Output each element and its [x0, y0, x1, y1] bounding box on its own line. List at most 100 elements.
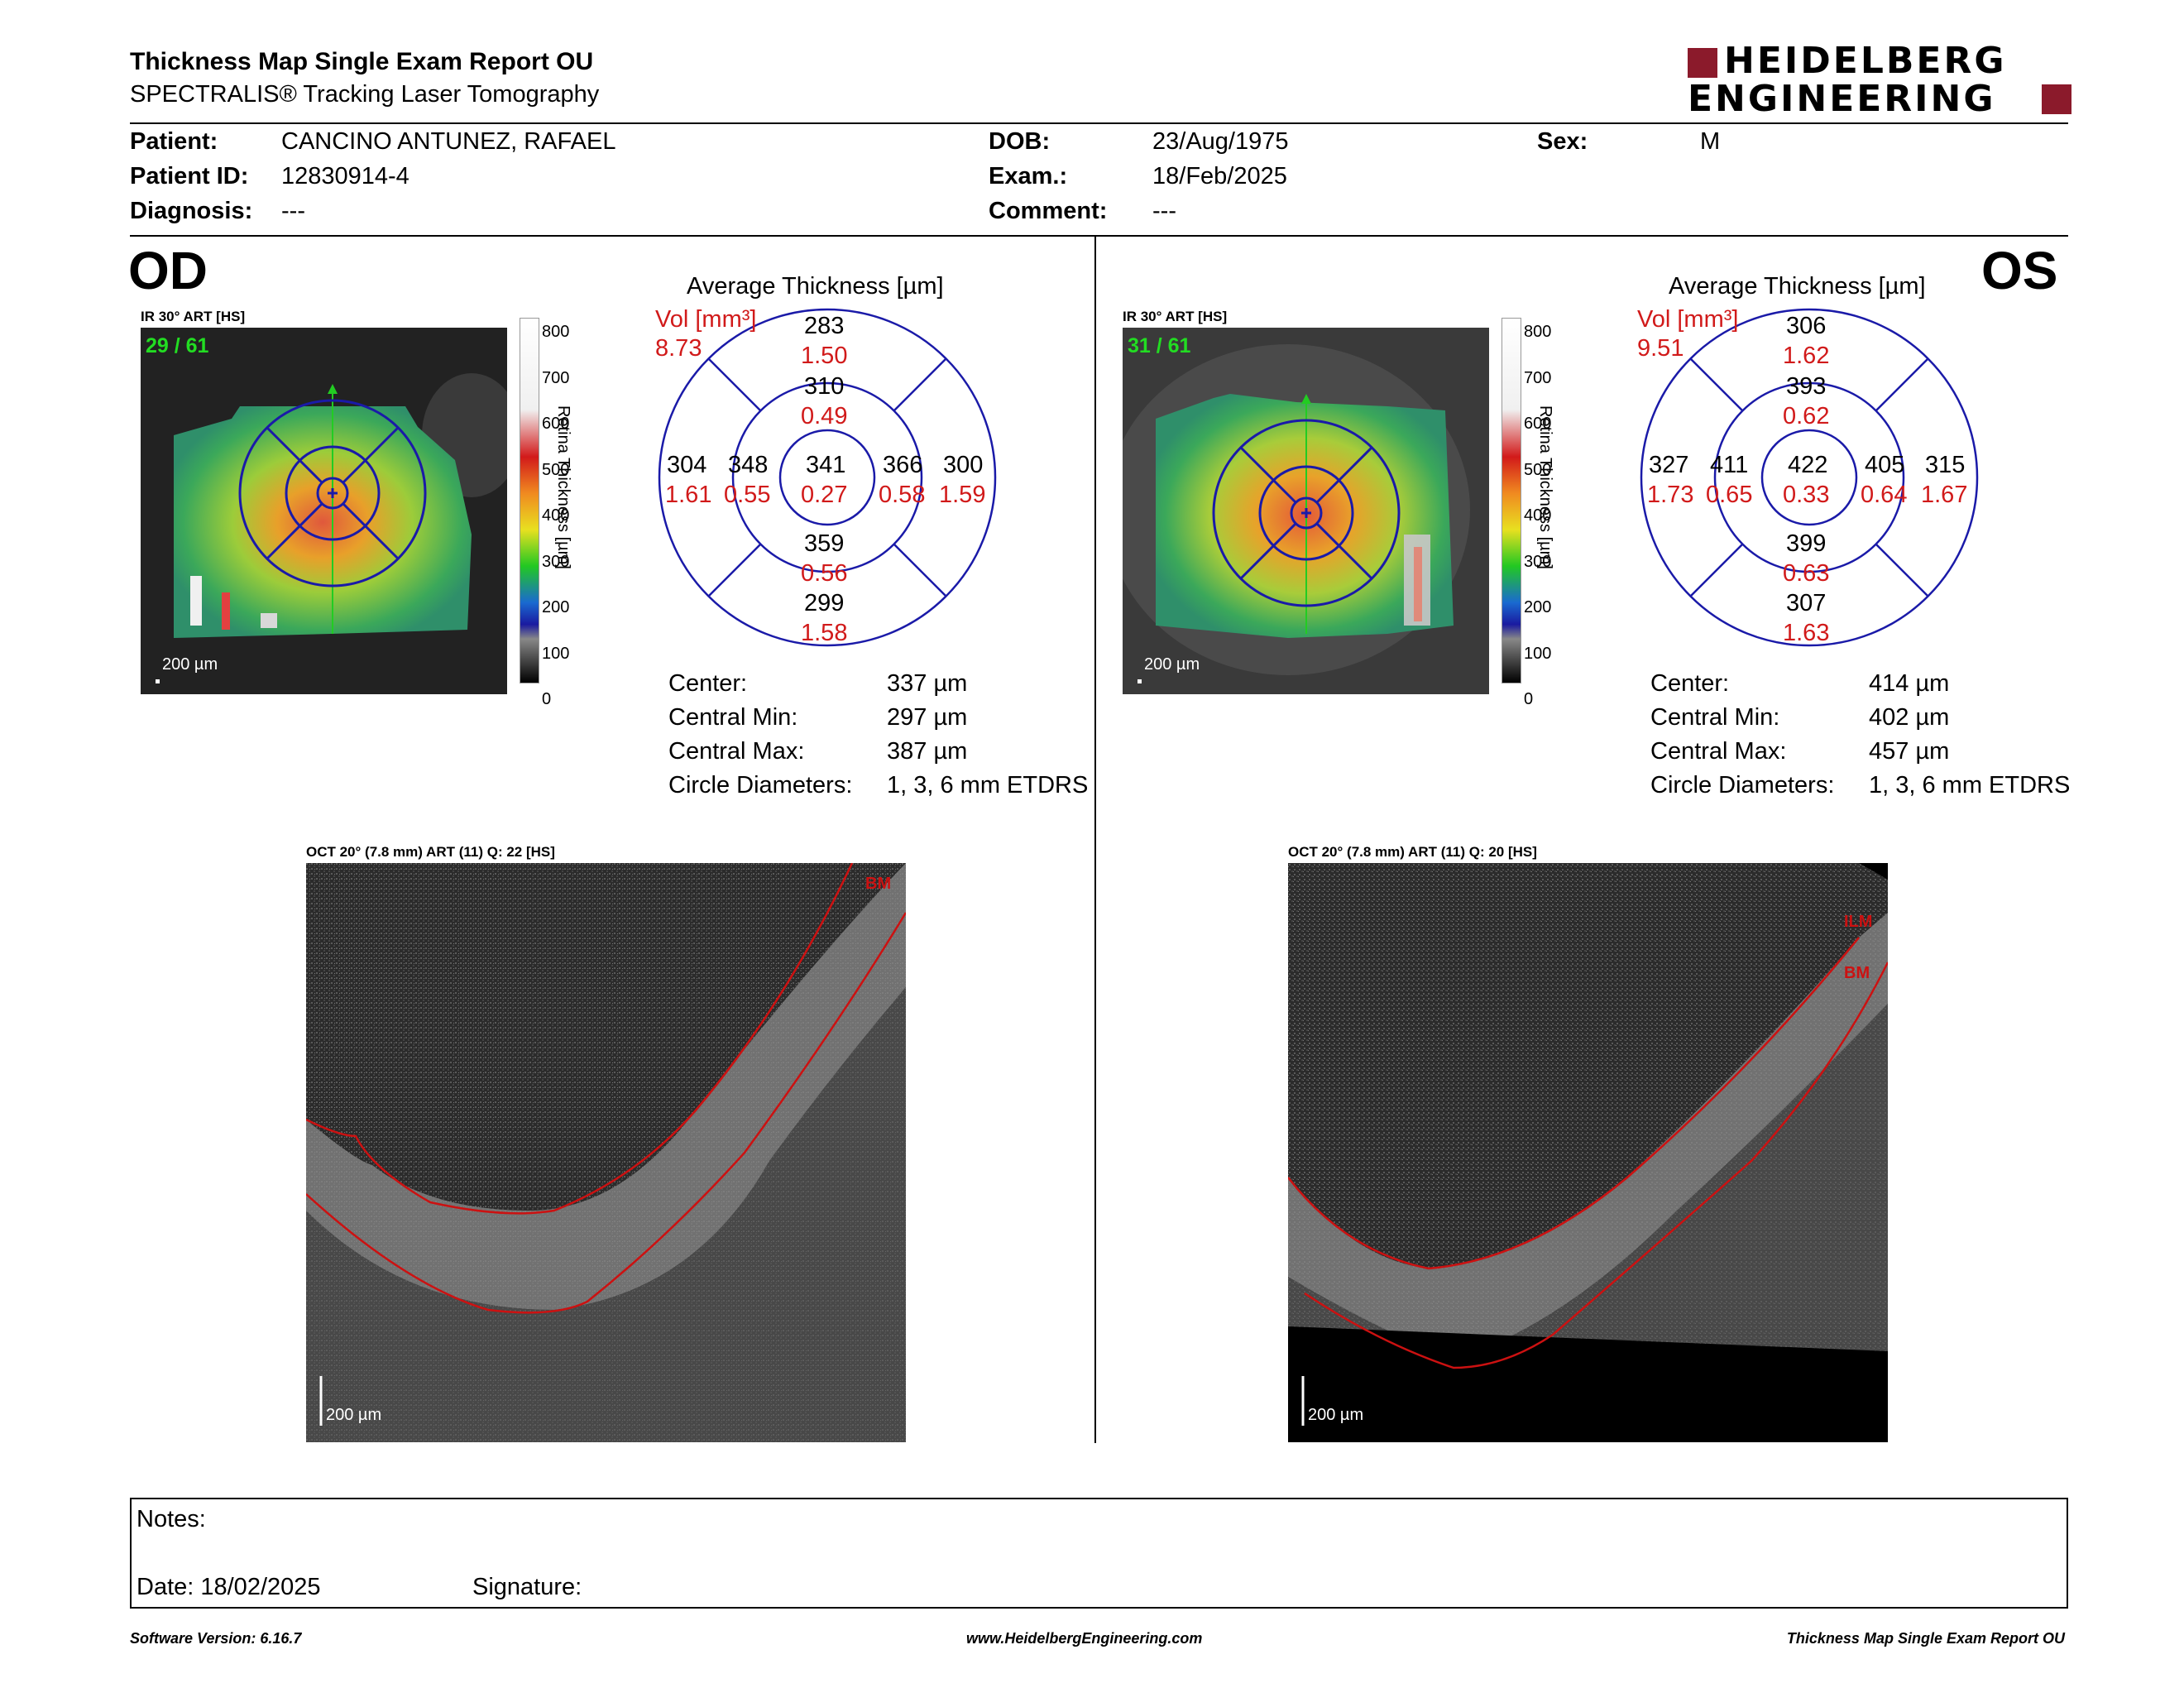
os-outer-nas-vol: 1.67 — [1921, 482, 1968, 508]
logo-text-heidelberg: HEIDELBERG — [1724, 40, 2007, 82]
eye-divider — [1094, 237, 1096, 1443]
patient-id: 12830914-4 — [281, 163, 410, 189]
os-min-value: 402 µm — [1869, 704, 1950, 731]
od-tick-400: 400 — [542, 506, 570, 525]
os-bm-marker: BM — [1844, 964, 1870, 982]
od-outer-temp-vol: 1.61 — [665, 482, 712, 508]
od-avg-title: Average Thickness [µm] — [687, 273, 944, 300]
os-avg-title: Average Thickness [µm] — [1669, 273, 1926, 300]
od-tick-700: 700 — [542, 368, 570, 387]
od-center-value: 337 µm — [887, 670, 968, 697]
os-inner-nas-thickness: 405 — [1865, 452, 1905, 478]
os-frame-counter: 31 / 61 — [1128, 334, 1191, 357]
os-inner-nas-vol: 0.64 — [1861, 482, 1908, 508]
os-center-label: Center: — [1650, 670, 1730, 697]
comment-value: --- — [1152, 198, 1176, 224]
os-outer-temp-thickness: 327 — [1649, 452, 1689, 478]
report-subtitle: SPECTRALIS® Tracking Laser Tomography — [130, 81, 600, 108]
os-thickness-map: 31 / 61 200 µm — [1106, 328, 1489, 694]
os-outer-inf-vol: 1.63 — [1783, 620, 1830, 646]
od-oct-svg — [306, 863, 906, 1442]
od-diam-value: 1, 3, 6 mm ETDRS — [887, 772, 1089, 798]
od-tick-800: 800 — [542, 323, 570, 341]
logo-text-engineering: ENGINEERING — [1688, 78, 1996, 120]
od-map-grid — [238, 399, 427, 587]
od-outer-temp-thickness: 304 — [667, 452, 707, 478]
comment-label: Comment: — [989, 198, 1108, 224]
diagnosis-value: --- — [281, 198, 305, 224]
diagnosis-label: Diagnosis: — [130, 198, 253, 224]
footer-website-link[interactable]: www.HeidelbergEngineering.com — [966, 1630, 1203, 1647]
od-tick-300: 300 — [542, 552, 570, 571]
os-max-value: 457 µm — [1869, 738, 1950, 765]
os-ir-label: IR 30° ART [HS] — [1123, 309, 1228, 324]
eye-label-os: OS — [1981, 241, 2058, 300]
os-tick-800: 800 — [1524, 323, 1552, 341]
os-outer-sup-thickness: 306 — [1786, 313, 1827, 339]
notes-date: Date: 18/02/2025 — [136, 1574, 321, 1600]
footer-report-name: Thickness Map Single Exam Report OU — [1786, 1630, 2065, 1647]
patient-label: Patient: — [130, 128, 218, 155]
os-outer-temp-vol: 1.73 — [1647, 482, 1694, 508]
od-thickness-map: 29 / 61 200 µm — [141, 328, 521, 694]
header-divider — [130, 122, 2068, 124]
os-tick-700: 700 — [1524, 368, 1552, 387]
os-map-svg — [1106, 328, 1489, 694]
os-oct-bscan: ILM BM 200 µm — [1288, 863, 1888, 1442]
os-tick-0: 0 — [1524, 690, 1534, 708]
od-sector-grid — [658, 308, 997, 647]
od-frame-counter: 29 / 61 — [146, 334, 209, 357]
os-outer-inf-thickness: 307 — [1786, 590, 1827, 616]
os-oct-scale: 200 µm — [1308, 1406, 1364, 1424]
os-outer-sup-vol: 1.62 — [1783, 343, 1830, 369]
od-inner-sup-thickness: 310 — [804, 373, 845, 400]
os-inner-temp-vol: 0.65 — [1706, 482, 1753, 508]
os-tick-200: 200 — [1524, 598, 1552, 616]
os-inner-sup-vol: 0.62 — [1783, 403, 1830, 429]
od-inner-nas-thickness: 366 — [883, 452, 923, 478]
sex-value: M — [1700, 128, 1721, 155]
eye-label-od: OD — [128, 241, 208, 300]
od-vol-total: 8.73 — [655, 335, 702, 362]
os-diam-value: 1, 3, 6 mm ETDRS — [1869, 772, 2071, 798]
od-min-label: Central Min: — [668, 704, 798, 731]
exam-label: Exam.: — [989, 163, 1068, 189]
os-inner-inf-vol: 0.63 — [1783, 560, 1830, 587]
od-center-label: Center: — [668, 670, 748, 697]
od-outer-inf-thickness: 299 — [804, 590, 845, 616]
notes-label: Notes: — [136, 1506, 206, 1532]
os-min-label: Central Min: — [1650, 704, 1780, 731]
od-outer-sup-vol: 1.50 — [801, 343, 848, 369]
od-outer-inf-vol: 1.58 — [801, 620, 848, 646]
od-diam-label: Circle Diameters: — [668, 772, 853, 798]
os-vol-total: 9.51 — [1637, 335, 1684, 362]
od-inner-temp-thickness: 348 — [728, 452, 769, 478]
os-inner-temp-thickness: 411 — [1710, 452, 1749, 478]
report-title: Thickness Map Single Exam Report OU — [130, 48, 594, 75]
od-vol-label: Vol [mm³] — [655, 306, 757, 333]
od-outer-nas-vol: 1.59 — [939, 482, 986, 508]
os-center-thickness: 422 — [1788, 452, 1828, 478]
os-tick-300: 300 — [1524, 552, 1552, 571]
od-inner-nas-vol: 0.58 — [879, 482, 926, 508]
od-ir-label: IR 30° ART [HS] — [141, 309, 246, 324]
os-map-grid — [1212, 419, 1401, 607]
os-sector-grid — [1640, 308, 1979, 647]
os-tick-100: 100 — [1524, 644, 1552, 663]
patient-id-label: Patient ID: — [130, 163, 249, 189]
od-inner-inf-vol: 0.56 — [801, 560, 848, 587]
od-outer-nas-thickness: 300 — [943, 452, 984, 478]
sex-label: Sex: — [1537, 128, 1588, 155]
od-inner-sup-vol: 0.49 — [801, 403, 848, 429]
od-tick-600: 600 — [542, 415, 570, 433]
od-map-scale: 200 µm — [162, 655, 218, 674]
os-map-scale: 200 µm — [1144, 655, 1200, 674]
os-tick-400: 400 — [1524, 506, 1552, 525]
footer-software-version: Software Version: 6.16.7 — [130, 1630, 302, 1647]
dob-label: DOB: — [989, 128, 1051, 155]
os-tick-600: 600 — [1524, 415, 1552, 433]
od-min-value: 297 µm — [887, 704, 968, 731]
od-bm-marker: BM — [865, 875, 892, 893]
os-ilm-marker: ILM — [1844, 913, 1873, 931]
od-oct-bscan: BM 200 µm — [306, 863, 906, 1442]
